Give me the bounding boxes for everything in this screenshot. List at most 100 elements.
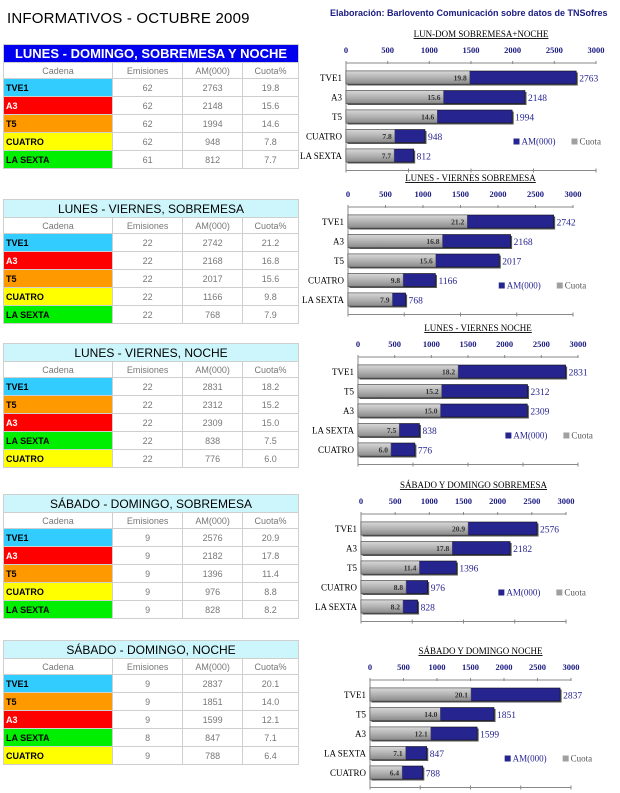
am-data-label: 948 [428,133,443,143]
cuota-data-label: 7.5 [387,426,397,435]
channel-cell: LA SEXTA [3,728,113,747]
cuota-data-label: 12.1 [415,730,428,739]
ratings-table: SÁBADO - DOMINGO, SOBREMESA Cadena Emision… [3,494,299,619]
am-data-label: 2742 [557,219,576,229]
category-label: T5 [334,256,344,266]
cuota-bar [360,560,420,575]
am-data-label: 2312 [531,388,550,398]
am-cell: 812 [182,150,243,169]
cuota-cell: 6.4 [242,746,299,765]
top-axis-tick-label: 1000 [423,339,440,349]
table-row: LA SEXTA 22 768 7.9 [3,305,299,324]
legend-cuota-label: Cuota [565,281,587,291]
legend-cuota-label: Cuota [571,754,593,764]
top-axis-tick-label: 1500 [455,496,472,506]
cuota-data-label: 17.8 [436,544,449,553]
am-data-label: 847 [430,750,445,760]
category-label: CUATRO [318,445,355,455]
bar-chart: SÁBADO Y DOMINGO NOCHE 0 500 1000 1500 2000 25… [324,646,593,790]
am-data-label: 1994 [515,114,534,124]
column-header: Cuota% [242,62,299,79]
am-data-label: 976 [431,584,446,594]
cuota-bar [360,580,407,594]
legend-am-swatch [513,138,520,145]
top-axis-tick-label: 2500 [546,45,563,55]
table-row: CUATRO 9 788 6.4 [3,746,299,765]
cuota-bar [345,129,395,143]
category-label: TVE1 [335,524,357,534]
cuota-data-label: 6.4 [390,769,400,778]
table-row: A3 22 2309 15.0 [3,413,299,432]
emisiones-cell: 9 [111,746,184,765]
legend-cuota-label: Cuota [580,137,602,147]
emisiones-cell: 61 [111,150,184,169]
table-row: A3 9 2182 17.8 [3,546,299,565]
table-row: T5 62 1994 14.6 [3,114,299,133]
am-data-label: 1599 [480,731,499,741]
category-label: TVE1 [344,690,366,700]
legend-cuota-swatch [563,432,570,439]
table-row: LA SEXTA 8 847 7.1 [3,728,299,747]
am-data-label: 2837 [563,692,582,702]
category-label: LA SEXTA [300,151,343,161]
chart-title: SÁBADO Y DOMINGO SOBREMESA [400,480,548,490]
top-axis-tick-label: 500 [397,662,410,672]
cuota-data-label: 20.1 [455,691,468,700]
cuota-data-label: 11.4 [404,564,417,573]
cuota-data-label: 7.1 [393,749,403,758]
top-axis-tick-label: 2000 [504,45,521,55]
channel-cell: TVE1 [3,233,113,252]
channel-cell: LA SEXTA [3,431,113,450]
top-axis-tick-label: 0 [356,339,360,349]
category-label: T5 [344,387,354,397]
top-axis-tick-label: 3000 [588,45,605,55]
cuota-bar [357,423,400,437]
top-axis-tick-label: 3000 [570,339,587,349]
cuota-bar [347,292,393,307]
ratings-table: LUNES - DOMINGO, SOBREMESA Y NOCHE Cadena… [3,44,299,169]
category-label: CUATRO [306,132,343,142]
category-label: CUATRO [321,583,358,593]
am-data-label: 2168 [514,238,533,248]
top-axis-tick-label: 2000 [496,662,513,672]
legend-am-swatch [504,755,511,762]
legend-cuota-swatch [571,138,578,145]
cuota-bar [357,364,459,379]
bar-chart: LUNES - VIERNES NOCHE 0 500 1000 1500 2000 250… [312,323,593,467]
table-row: LA SEXTA 61 812 7.7 [3,150,299,169]
am-data-label: 2831 [569,369,588,379]
top-axis-tick-label: 3000 [558,496,575,506]
top-axis-tick-label: 0 [346,189,350,199]
top-axis-tick-label: 0 [368,662,372,672]
am-data-label: 788 [426,770,441,780]
cuota-bar [369,687,472,702]
channel-cell: A3 [3,413,113,432]
legend-am-label: AM(000) [513,754,547,764]
channel-cell: CUATRO [3,746,113,765]
cuota-data-label: 15.6 [420,257,433,266]
category-label: T5 [332,112,342,122]
top-axis-tick-label: 500 [379,189,392,199]
cuota-data-label: 16.8 [426,237,439,246]
cuota-data-label: 6.0 [379,446,389,455]
channel-cell: LA SEXTA [3,600,113,619]
emisiones-cell: 22 [111,305,184,324]
cuota-bar [360,541,453,555]
legend-cuota-swatch [556,589,563,596]
cuota-data-label: 15.0 [424,407,437,416]
cuota-cell: 7.9 [242,305,299,324]
channel-cell: T5 [3,564,113,583]
category-label: T5 [356,710,366,720]
top-axis-tick-label: 1000 [421,45,438,55]
cuota-cell: 7.7 [242,150,299,169]
top-axis-tick-label: 2000 [490,189,507,199]
cuota-data-label: 7.8 [382,132,392,141]
legend-am-swatch [498,589,505,596]
legend-am-swatch [505,432,512,439]
cuota-bar [345,148,395,163]
table-row: T5 22 2312 15.2 [3,395,299,414]
legend-am-label: AM(000) [506,588,540,598]
am-data-label: 2148 [528,94,547,104]
cuota-data-label: 20.9 [452,525,465,534]
cuota-data-label: 15.2 [425,387,438,396]
